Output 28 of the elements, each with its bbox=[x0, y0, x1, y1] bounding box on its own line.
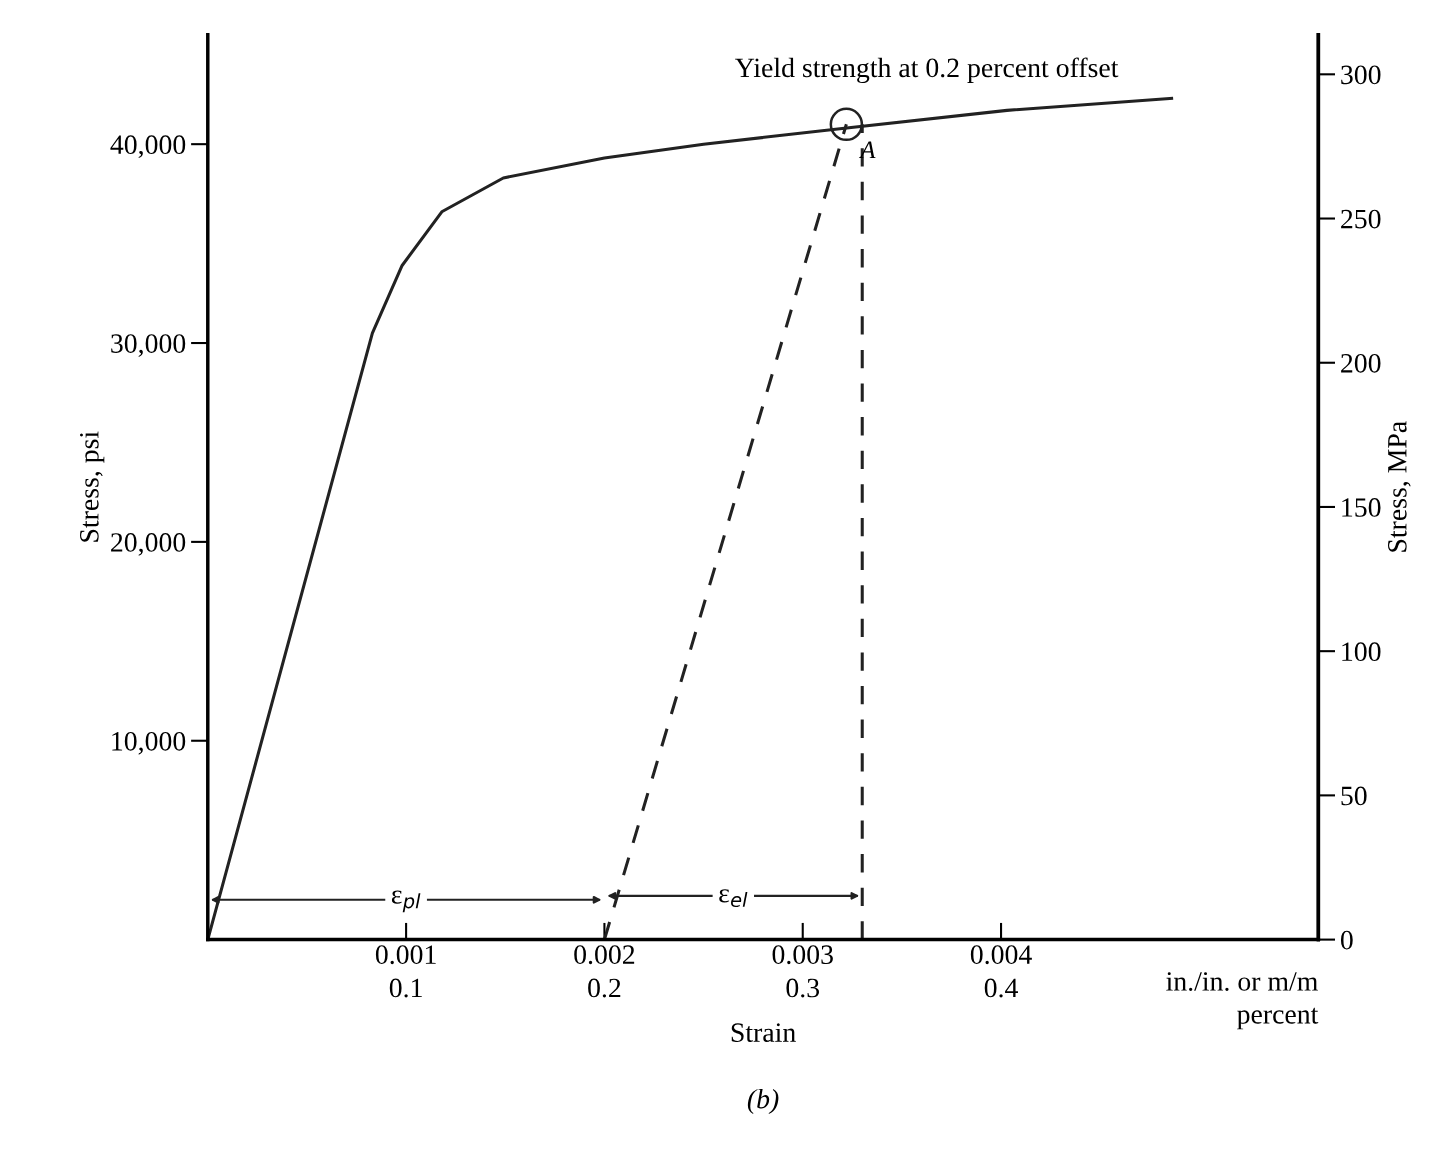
x2-tick-label: 0.2 bbox=[588, 978, 621, 998]
x-tick-label: 0.004 bbox=[970, 945, 1032, 965]
y-axis-title: Stress, psi bbox=[80, 431, 105, 542]
annotation: A bbox=[858, 141, 876, 159]
y-tick-label: 10,000 bbox=[112, 731, 186, 755]
y2-tick-label: 100 bbox=[1342, 642, 1381, 662]
y-tick-label: 20,000 bbox=[111, 533, 186, 556]
text: (b) bbox=[747, 1088, 779, 1115]
y2-axis-title: Stress, MPa bbox=[1387, 421, 1411, 552]
annotation: Yield strength at 0.2 percent offset bbox=[735, 57, 1119, 83]
x2-tick-label: 0.1 bbox=[389, 978, 422, 998]
y2-tick-label: 150 bbox=[1342, 498, 1381, 517]
x2-tick-label: 0.3 bbox=[786, 978, 820, 998]
x-axis-title: Strain bbox=[731, 1023, 796, 1042]
y-tick-label: 40,000 bbox=[110, 135, 186, 159]
x-tick-label: 0.002 bbox=[574, 945, 635, 965]
text: in./in. or m/m percent bbox=[1166, 972, 1319, 1030]
x-tick-label: 0.001 bbox=[375, 945, 436, 965]
y2-tick-label: 200 bbox=[1341, 353, 1381, 373]
y2-tick-label: 0 bbox=[1340, 930, 1353, 950]
y2-tick-label: 250 bbox=[1341, 209, 1381, 229]
y-tick-label: 30,000 bbox=[111, 334, 186, 357]
x-tick-label: 0.003 bbox=[772, 945, 833, 965]
y2-tick-label: 50 bbox=[1341, 786, 1367, 806]
x2-tick-label: 0.4 bbox=[984, 978, 1018, 998]
annotation: ε$_{el}$ bbox=[719, 889, 748, 908]
annotation: ε$_{pl}$ bbox=[391, 890, 421, 913]
y2-tick-label: 300 bbox=[1341, 65, 1381, 85]
